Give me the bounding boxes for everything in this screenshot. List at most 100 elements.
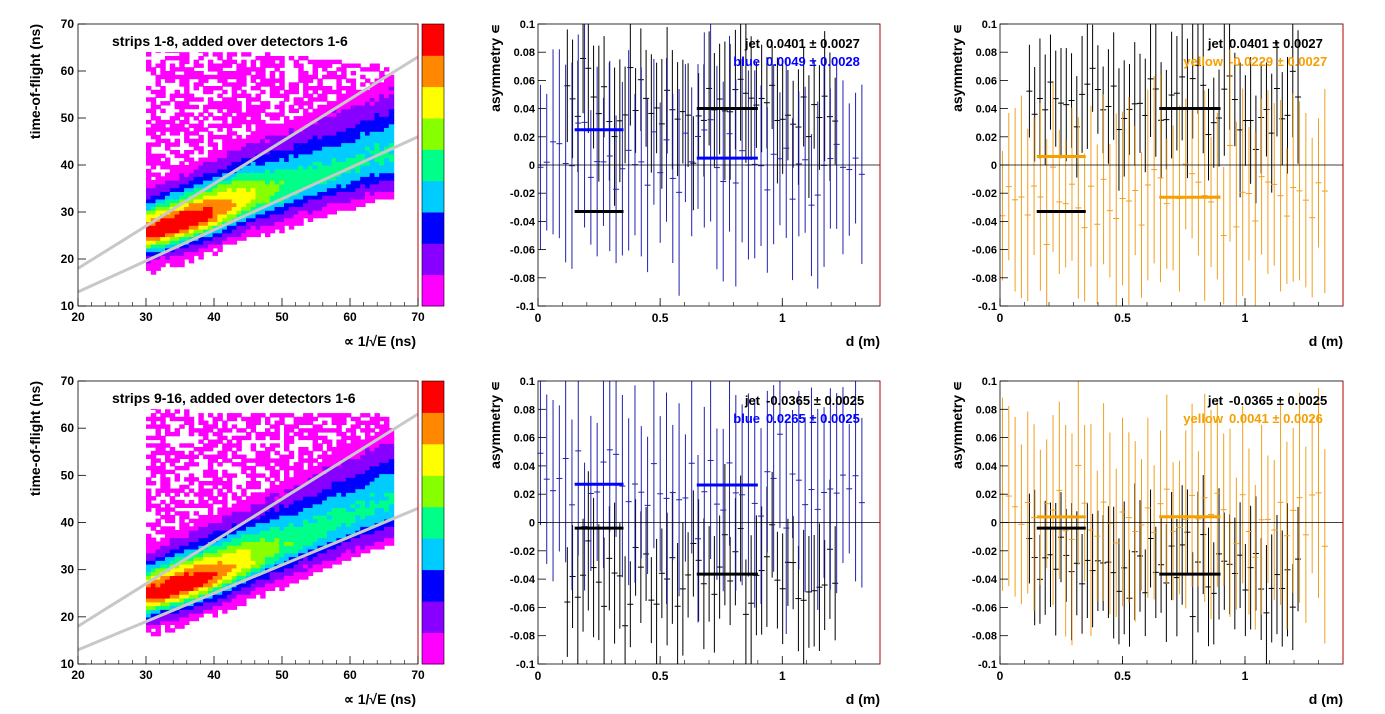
heatmap-cell [188, 518, 195, 524]
heatmap-cell [160, 616, 166, 622]
heatmap-cell [384, 458, 390, 463]
heatmap-cell [388, 119, 395, 125]
heatmap-cell [184, 609, 190, 614]
heatmap-cell [322, 131, 328, 136]
heatmap-cell [388, 74, 395, 80]
heatmap-cell [150, 473, 157, 478]
heatmap-cell [331, 515, 337, 520]
heatmap-cell [284, 575, 290, 580]
heatmap-cell [379, 176, 385, 181]
heatmap-cell [246, 206, 252, 211]
heatmap-cell [150, 131, 157, 136]
heatmap-cell [146, 266, 152, 271]
heatmap-cell [246, 119, 252, 125]
heatmap-cell [231, 503, 238, 508]
heatmap-cell [307, 567, 314, 573]
heatmap-cell [165, 78, 171, 83]
heatmap-cell [212, 499, 218, 505]
heatmap-cell [193, 232, 199, 238]
heatmap-cell [146, 255, 152, 260]
heatmap-cell [231, 560, 238, 565]
heatmap-cell [379, 526, 385, 531]
heatmap-cell [150, 251, 157, 256]
heatmap-cell [303, 138, 309, 144]
heatmap-cell [184, 52, 190, 57]
y-tick-label: 50 [61, 468, 75, 482]
heatmap-cell [179, 616, 185, 622]
heatmap-cell [212, 484, 218, 490]
heatmap-cell [241, 82, 247, 87]
heatmap-cell [198, 228, 204, 234]
heatmap-cell [184, 74, 190, 80]
heatmap-cell [250, 63, 257, 68]
heatmap-cell [336, 424, 342, 429]
heatmap-cell [345, 198, 352, 204]
heatmap-cell [355, 477, 361, 482]
heatmap-cell [193, 537, 199, 542]
heatmap-cell [307, 564, 314, 569]
heatmap-cell [246, 108, 252, 113]
heatmap-cell [322, 127, 328, 132]
heatmap-cell [207, 134, 214, 140]
heatmap-cell [317, 161, 323, 166]
heatmap-cell [207, 157, 214, 162]
heatmap-cell [165, 552, 171, 558]
heatmap-cell [341, 116, 347, 121]
heatmap-cell [350, 443, 357, 448]
heatmap-cell [317, 78, 323, 83]
heatmap-cell [350, 116, 357, 121]
heatmap-cell [165, 213, 171, 219]
heatmap-cell [388, 477, 395, 482]
heatmap-cell [250, 594, 257, 599]
heatmap-cell [265, 150, 271, 155]
heatmap-cell [322, 435, 328, 441]
heatmap-cell [322, 518, 328, 524]
heatmap-cell [341, 443, 347, 448]
heatmap-cell [365, 507, 371, 512]
heatmap-cell [250, 586, 257, 591]
heatmap-cell [236, 499, 242, 505]
heatmap-cell [369, 443, 376, 448]
heatmap-cell [212, 210, 218, 215]
heatmap-cell [317, 187, 323, 192]
heatmap-cell [303, 530, 309, 535]
heatmap-cell [150, 613, 157, 618]
heatmap-cell [255, 503, 261, 508]
heatmap-cell [198, 74, 204, 80]
heatmap-cell [160, 575, 166, 580]
heatmap-cell [217, 545, 223, 550]
heatmap-cell [260, 101, 266, 106]
heatmap-cell [360, 443, 366, 448]
heatmap-cell [241, 594, 247, 599]
heatmap-cell [165, 183, 171, 189]
heatmap-cell [269, 228, 276, 234]
heatmap-cell [212, 195, 218, 200]
heatmap-cell [165, 443, 171, 448]
heatmap-cell [269, 552, 276, 558]
heatmap-cell [341, 202, 347, 207]
heatmap-cell [217, 161, 223, 166]
heatmap-cell [217, 56, 223, 61]
heatmap-cell [169, 165, 176, 170]
heatmap-cell [260, 104, 266, 110]
heatmap-cell [241, 428, 247, 433]
heatmap-cell [217, 172, 223, 177]
heatmap-cell [293, 545, 299, 550]
heatmap-cell [331, 454, 337, 459]
heatmap-cell [150, 503, 157, 508]
heatmap-cell [360, 104, 366, 110]
heatmap-cell [255, 168, 261, 174]
heatmap-cell [169, 469, 176, 475]
heatmap-cell [198, 255, 204, 260]
heatmap-cell [246, 112, 252, 117]
heatmap-cell [174, 202, 180, 207]
heatmap-cell [198, 82, 204, 87]
heatmap-cell [274, 183, 280, 189]
heatmap-cell [279, 93, 285, 98]
heatmap-cell [312, 499, 318, 505]
heatmap-cell [360, 518, 366, 524]
heatmap-cell [298, 180, 304, 185]
heatmap-cell [341, 496, 347, 501]
heatmap-cell [236, 447, 242, 452]
heatmap-cell [384, 187, 390, 192]
